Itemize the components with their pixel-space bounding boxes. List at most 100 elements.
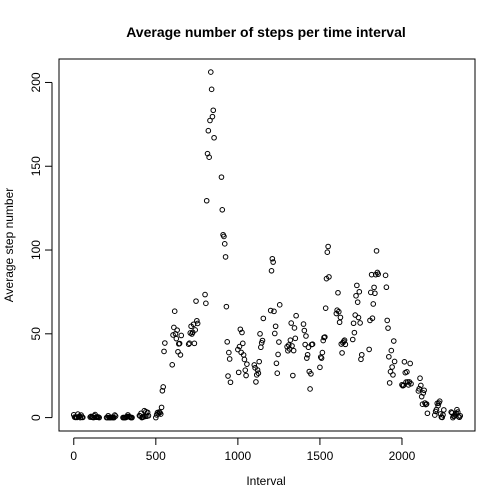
data-point: [372, 290, 378, 297]
x-tick-label: 0: [70, 449, 77, 463]
data-point: [194, 317, 200, 324]
data-point: [285, 342, 292, 348]
data-point: [389, 364, 395, 370]
data-point: [222, 254, 229, 260]
data-point: [308, 371, 314, 377]
data-point: [205, 127, 212, 134]
data-point: [300, 321, 307, 327]
y-axis: 0 50 100 150 200: [29, 72, 53, 421]
data-point: [210, 107, 217, 114]
data-point: [176, 340, 183, 347]
data-point: [420, 390, 427, 396]
y-tick-label: 100: [29, 240, 43, 260]
data-point: [79, 414, 86, 421]
data-point: [457, 412, 464, 419]
data-point: [324, 249, 331, 256]
data-point: [275, 351, 281, 358]
data-point: [342, 341, 349, 348]
data-point: [174, 327, 180, 333]
data-point: [388, 347, 395, 354]
data-point: [373, 248, 380, 254]
data-point: [191, 340, 198, 347]
data-point: [161, 348, 167, 355]
data-point: [239, 340, 246, 347]
data-point: [96, 414, 103, 421]
data-point: [371, 284, 377, 291]
data-point: [383, 284, 390, 291]
data-point: [288, 320, 295, 326]
data-point: [173, 335, 180, 342]
data-point: [177, 352, 184, 358]
data-point: [271, 308, 277, 315]
data-point: [339, 350, 345, 356]
data-point: [370, 301, 377, 307]
data-point: [157, 411, 164, 417]
data-point: [169, 362, 176, 368]
x-axis-label: Interval: [246, 474, 285, 488]
data-point: [159, 387, 166, 394]
data-point: [171, 308, 178, 314]
data-point: [318, 355, 325, 361]
data-point: [355, 314, 362, 321]
data-point: [358, 356, 364, 363]
data-point: [194, 320, 201, 327]
data-point: [305, 344, 312, 351]
y-tick-label: 200: [29, 72, 43, 92]
data-point: [251, 362, 258, 368]
data-point: [424, 410, 431, 417]
data-point: [408, 380, 414, 387]
data-point: [336, 319, 343, 326]
x-tick-label: 1000: [225, 449, 252, 463]
data-point: [145, 412, 152, 419]
data-point: [334, 307, 340, 313]
data-point: [448, 409, 455, 415]
data-point: [211, 134, 217, 141]
data-point: [326, 274, 332, 280]
data-point: [390, 372, 396, 378]
data-point: [423, 401, 430, 407]
data-point: [269, 255, 276, 262]
data-point: [375, 271, 381, 277]
data-point: [223, 303, 230, 310]
data-point: [357, 320, 363, 326]
data-point: [441, 407, 447, 413]
y-axis-label: Average step number: [2, 188, 16, 303]
data-point: [271, 330, 278, 337]
data-point: [209, 113, 216, 120]
data-point: [303, 355, 310, 361]
data-point: [387, 368, 394, 375]
data-point: [111, 412, 118, 418]
data-point: [242, 367, 249, 373]
data-point: [259, 337, 266, 344]
data-point: [439, 414, 445, 421]
data-point: [158, 404, 165, 411]
data-point: [218, 174, 225, 180]
data-point: [304, 351, 311, 358]
data-point: [301, 327, 308, 334]
data-point: [390, 338, 397, 344]
data-point: [129, 414, 135, 421]
data-point: [256, 358, 263, 365]
data-point: [369, 315, 376, 322]
data-point: [241, 356, 248, 363]
data-point: [418, 382, 424, 389]
data-point: [366, 346, 372, 353]
data-point: [206, 154, 212, 160]
data-point: [221, 233, 227, 240]
data-point: [178, 332, 185, 339]
data-point: [274, 370, 281, 376]
data-point: [293, 312, 299, 319]
data-point: [421, 387, 427, 394]
x-axis: 0 500 1000 1500 2000: [70, 437, 416, 463]
data-point: [236, 343, 243, 350]
data-point: [358, 351, 365, 358]
data-point: [431, 412, 438, 418]
data-point: [255, 370, 262, 376]
data-point: [335, 289, 341, 296]
data-point: [354, 299, 361, 305]
data-point: [203, 300, 209, 307]
data-point: [192, 327, 199, 333]
x-tick-label: 500: [146, 449, 166, 463]
data-point: [386, 380, 393, 386]
